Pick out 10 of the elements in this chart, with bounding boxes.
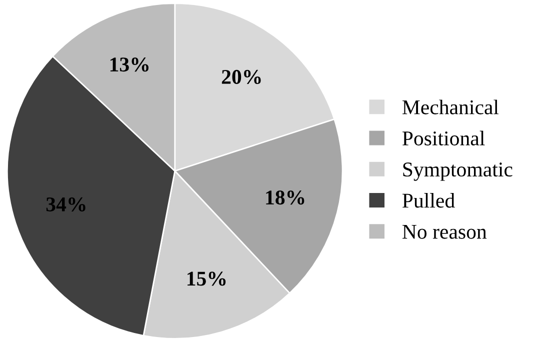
data-label: 18% xyxy=(266,190,304,205)
data-label: 13% xyxy=(110,58,148,72)
legend-label: Symptomatic xyxy=(403,162,512,181)
legend-label: Pulled xyxy=(402,193,455,208)
legend-label: No reason xyxy=(402,224,487,239)
data-label: 34% xyxy=(46,197,86,212)
data-label: 20% xyxy=(222,70,261,84)
data-label: 15% xyxy=(188,272,226,286)
legend-label: Positional xyxy=(402,130,485,146)
legend-label: Mechanical xyxy=(402,100,499,114)
